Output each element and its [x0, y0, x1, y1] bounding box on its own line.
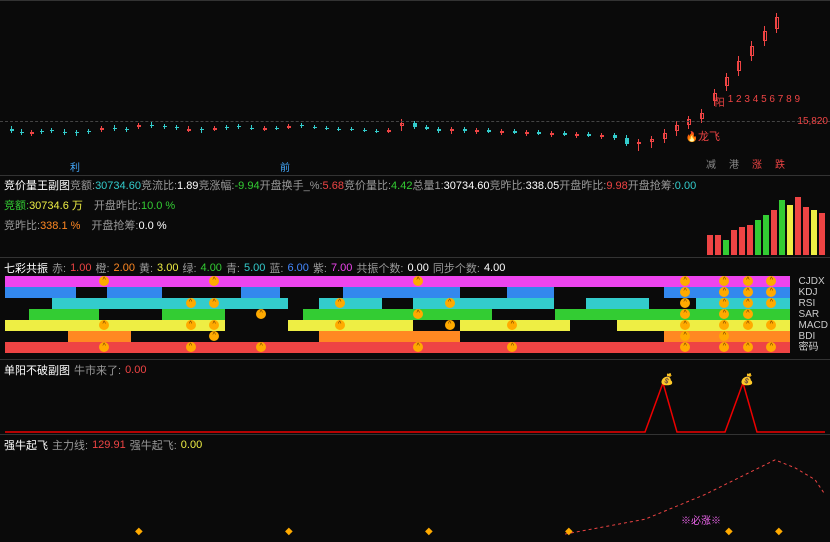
yang-label: 阳: [715, 94, 725, 109]
bull-chart: ◆◆◆◆◆◆ ※必涨※: [5, 450, 825, 539]
yang-panel[interactable]: 单阳不破副图牛市来了:0.00 💰💰: [0, 359, 830, 434]
marker-qian: 前: [280, 159, 290, 174]
candlestick-panel[interactable]: 15,820 阳 1 2 3 4 5 6 7 8 9 龙飞 利 前 减港涨跌: [0, 0, 830, 175]
volume-row3: 竞昨比:338.1 % 开盘抢筹:0.0 %: [0, 216, 830, 234]
volume-header: 竞价量王副图竞额:30734.60竞流比:1.89竞涨幅:-9.94开盘换手_%…: [0, 176, 830, 194]
longfei-marker: 龙飞: [686, 128, 720, 144]
volume-panel[interactable]: 竞价量王副图竞额:30734.60竞流比:1.89竞涨幅:-9.94开盘换手_%…: [0, 175, 830, 257]
status-icons: 减港涨跌: [706, 156, 785, 171]
bull-panel[interactable]: 强牛起飞主力线:129.91强牛起飞:0.00 ◆◆◆◆◆◆ ※必涨※: [0, 434, 830, 539]
candlestick-chart[interactable]: [5, 1, 790, 166]
volume-row2: 竞额:30734.6 万 开盘昨比:10.0 %: [0, 196, 830, 214]
rainbow-labels: CJDXKDJRSISARMACDBDI密码: [799, 276, 828, 353]
rainbow-chart: ^^^^^^^^^^^^^^^^^^^^^^^^^^^^^^^^^^^^^^^^…: [5, 276, 790, 359]
rainbow-panel[interactable]: 七彩共振赤:1.00橙:2.00黄:3.00绿:4.00青:5.00蓝:6.00…: [0, 257, 830, 359]
yang-chart: 💰💰: [5, 375, 825, 434]
price-line: [0, 121, 830, 122]
bx-marker: ※必涨※: [681, 512, 721, 527]
price-label: 15,820: [797, 116, 828, 127]
rainbow-header: 七彩共振赤:1.00橙:2.00黄:3.00绿:4.00青:5.00蓝:6.00…: [0, 258, 830, 278]
marker-li: 利: [70, 159, 80, 174]
volume-bars: [707, 195, 825, 255]
yang-sequence: 阳 1 2 3 4 5 6 7 8 9: [715, 94, 800, 109]
